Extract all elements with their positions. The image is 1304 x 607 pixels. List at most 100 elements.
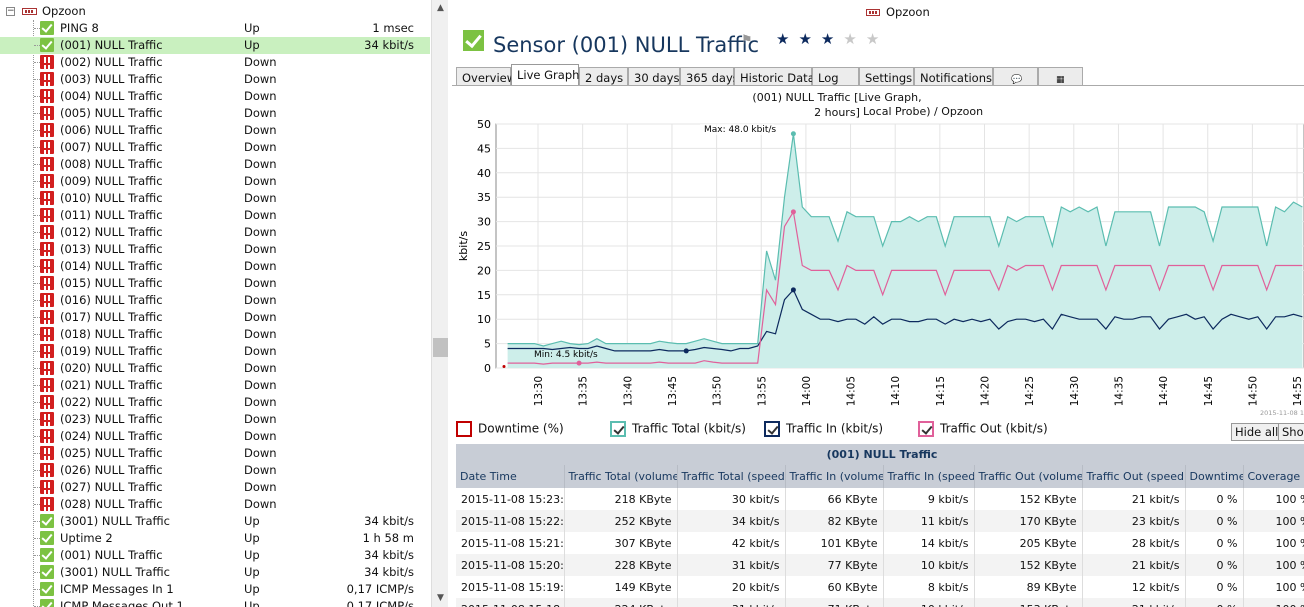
sensor-row[interactable]: (014) NULL Traffic Down: [0, 258, 430, 275]
sensor-row[interactable]: (3001) NULL Traffic Up 34 kbit/s: [0, 564, 430, 581]
sensor-row[interactable]: (004) NULL Traffic Down: [0, 88, 430, 105]
scroll-up-icon[interactable]: ▲: [437, 3, 444, 13]
sensor-row[interactable]: (001) NULL Traffic Up 34 kbit/s: [0, 37, 430, 54]
table-cell: 101 KByte: [785, 532, 884, 554]
legend-checkbox[interactable]: [610, 421, 626, 437]
sensor-row[interactable]: (011) NULL Traffic Down: [0, 207, 430, 224]
tree-scrollbar[interactable]: ▲ ▼: [431, 0, 448, 607]
priority-star-icon[interactable]: ★: [843, 30, 866, 48]
collapse-icon[interactable]: −: [6, 6, 15, 16]
priority-stars[interactable]: ★★★★★: [776, 30, 888, 48]
legend-checkbox[interactable]: [456, 421, 472, 437]
tab-30-days[interactable]: 30 days: [628, 67, 680, 86]
sensor-row[interactable]: (026) NULL Traffic Down: [0, 462, 430, 479]
tab-2-days[interactable]: 2 days: [579, 67, 628, 86]
priority-star-icon[interactable]: ★: [776, 30, 799, 48]
column-header[interactable]: Traffic In (volume): [785, 465, 884, 488]
priority-star-icon[interactable]: ★: [798, 30, 821, 48]
tree-connector: [34, 419, 40, 420]
sensor-row[interactable]: (003) NULL Traffic Down: [0, 71, 430, 88]
sensor-row[interactable]: (007) NULL Traffic Down: [0, 139, 430, 156]
status-up-icon: [40, 514, 54, 528]
page-title: Sensor (001) NULL Traffic: [493, 33, 760, 57]
sensor-row[interactable]: ICMP Messages Out 1 Up 0,17 ICMP/s: [0, 598, 430, 607]
column-header[interactable]: Traffic Out (speed): [1082, 465, 1186, 488]
tab-365-days[interactable]: 365 days: [680, 67, 739, 86]
sensor-row[interactable]: (019) NULL Traffic Down: [0, 343, 430, 360]
scrollbar-thumb[interactable]: [433, 338, 448, 357]
tab-historic-data[interactable]: Historic Data: [734, 67, 815, 86]
downtime-marker: [502, 365, 506, 369]
sensor-row[interactable]: (016) NULL Traffic Down: [0, 292, 430, 309]
status-down-icon: [40, 55, 54, 69]
tab-notifications[interactable]: Notifications: [914, 67, 993, 86]
sensor-row[interactable]: (028) NULL Traffic Down: [0, 496, 430, 513]
live-graph-chart[interactable]: 0 5 10 15 20 25 30 35 40 45 50 13:30 13:35 13:40 13:45…: [452, 118, 1304, 418]
sensor-status: Down: [244, 412, 277, 426]
column-header[interactable]: Traffic Out (volume): [974, 465, 1083, 488]
sensor-row[interactable]: (020) NULL Traffic Down: [0, 360, 430, 377]
probe-header[interactable]: Opzoon: [866, 5, 930, 19]
sensor-row[interactable]: (013) NULL Traffic Down: [0, 241, 430, 258]
tree-connector: [34, 147, 40, 148]
status-down-icon: [40, 344, 54, 358]
legend-item-traffic-in-kbit-s[interactable]: Traffic In (kbit/s): [764, 421, 883, 437]
sensor-row[interactable]: (006) NULL Traffic Down: [0, 122, 430, 139]
sensor-row[interactable]: (010) NULL Traffic Down: [0, 190, 430, 207]
sensor-row[interactable]: (024) NULL Traffic Down: [0, 428, 430, 445]
tab-live-graph[interactable]: Live Graph: [511, 64, 579, 86]
sensor-row[interactable]: (3001) NULL Traffic Up 34 kbit/s: [0, 513, 430, 530]
sensor-row[interactable]: (002) NULL Traffic Down: [0, 54, 430, 71]
legend-checkbox[interactable]: [918, 421, 934, 437]
legend-item-downtime[interactable]: Downtime (%): [456, 421, 564, 437]
legend-item-traffic-total-kbit-s[interactable]: Traffic Total (kbit/s): [610, 421, 746, 437]
scroll-down-icon[interactable]: ▼: [437, 593, 444, 603]
tree-root-device[interactable]: − Opzoon: [0, 3, 430, 20]
hide-all-button[interactable]: Hide all: [1231, 423, 1283, 441]
sensor-row[interactable]: (025) NULL Traffic Down: [0, 445, 430, 462]
show-all-button[interactable]: Show all: [1278, 423, 1304, 441]
flag-icon[interactable]: ⚑: [741, 33, 753, 48]
column-header[interactable]: Traffic Total (speed): [677, 465, 786, 488]
sensor-name: (001) NULL Traffic: [60, 548, 163, 562]
tree-connector: [34, 62, 40, 63]
tab-settings[interactable]: Settings: [859, 67, 914, 86]
legend-checkbox[interactable]: [764, 421, 780, 437]
sensor-row[interactable]: (015) NULL Traffic Down: [0, 275, 430, 292]
priority-star-icon[interactable]: ★: [820, 30, 844, 48]
table-cell: 82 KByte: [785, 510, 884, 532]
column-header[interactable]: Downtime: [1185, 465, 1244, 488]
column-header[interactable]: Traffic In (speed): [883, 465, 975, 488]
legend-item-traffic-out-kbit-s[interactable]: Traffic Out (kbit/s): [918, 421, 1048, 437]
tab-table[interactable]: ▦: [1038, 67, 1083, 86]
tree-connector: [34, 164, 40, 165]
sensor-row[interactable]: (008) NULL Traffic Down: [0, 156, 430, 173]
sensor-row[interactable]: (022) NULL Traffic Down: [0, 394, 430, 411]
y-tick-label: 20: [477, 264, 491, 277]
tree-connector: [34, 385, 40, 386]
sensor-row[interactable]: (005) NULL Traffic Down: [0, 105, 430, 122]
tab-comment[interactable]: 💬: [993, 67, 1038, 86]
sensor-row[interactable]: PING 8 Up 1 msec: [0, 20, 430, 37]
x-tick-label: 14:25: [1024, 376, 1036, 406]
sensor-row[interactable]: (017) NULL Traffic Down: [0, 309, 430, 326]
priority-star-icon[interactable]: ★: [865, 30, 889, 48]
status-down-icon: [40, 72, 54, 86]
sensor-row[interactable]: (023) NULL Traffic Down: [0, 411, 430, 428]
sensor-row[interactable]: (021) NULL Traffic Down: [0, 377, 430, 394]
sensor-row[interactable]: (027) NULL Traffic Down: [0, 479, 430, 496]
column-header[interactable]: Coverage: [1243, 465, 1304, 488]
tab-log[interactable]: Log: [812, 67, 859, 86]
column-header[interactable]: Date Time: [456, 465, 565, 488]
sensor-row[interactable]: Uptime 2 Up 1 h 58 m: [0, 530, 430, 547]
sensor-row[interactable]: (018) NULL Traffic Down: [0, 326, 430, 343]
sensor-row[interactable]: (001) NULL Traffic Up 34 kbit/s: [0, 547, 430, 564]
sensor-up-status-icon: [463, 30, 484, 51]
tab-overview[interactable]: Overview: [456, 67, 516, 86]
column-header[interactable]: Traffic Total (volume): [564, 465, 678, 488]
tree-connector: [34, 504, 40, 505]
sensor-row[interactable]: (009) NULL Traffic Down: [0, 173, 430, 190]
sensor-row[interactable]: ICMP Messages In 1 Up 0,17 ICMP/s: [0, 581, 430, 598]
sensor-row[interactable]: (012) NULL Traffic Down: [0, 224, 430, 241]
